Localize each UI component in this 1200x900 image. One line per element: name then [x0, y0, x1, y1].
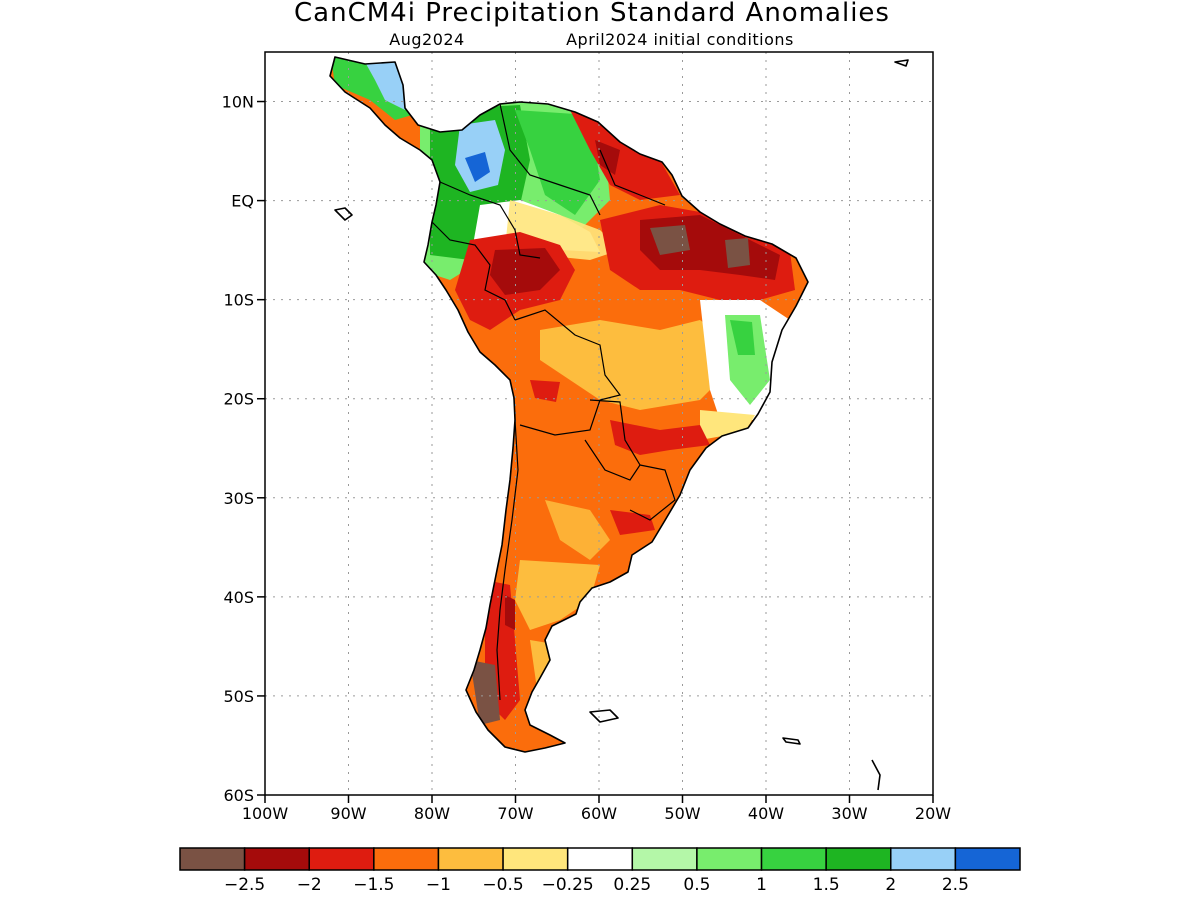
- lat-tick-label: 60S: [223, 786, 254, 805]
- longitude-axis: 100W 90W 80W 70W 60W 50W 40W 30W 20W: [242, 795, 951, 823]
- lon-tick-label: 40W: [748, 804, 784, 823]
- lat-tick-label: 50S: [223, 687, 254, 706]
- colorbar-swatch: [696, 847, 763, 871]
- shade-southern-chile-brown: [470, 660, 500, 725]
- colorbar-swatch: [954, 847, 1021, 871]
- lon-tick-label: 70W: [497, 804, 533, 823]
- lat-tick-label: 10N: [222, 93, 254, 112]
- colorbar-swatch: [373, 847, 440, 871]
- lat-tick-label: 10S: [223, 291, 254, 310]
- shade-venezuela-green: [515, 110, 600, 215]
- colorbar-swatch: [243, 847, 310, 871]
- subtitle-initial-conditions: April2024 initial conditions: [566, 30, 794, 49]
- colorbar-swatch: [631, 847, 698, 871]
- border-bolivia: [514, 309, 622, 436]
- border-uruguay-brazil: [629, 464, 676, 521]
- galapagos-islands: [334, 207, 353, 221]
- lat-tick-label: 30S: [223, 489, 254, 508]
- lat-tick-label: 20S: [223, 390, 254, 409]
- map-area: [265, 52, 933, 795]
- border-guianas: [599, 149, 666, 206]
- shade-southern-andes-darkred: [505, 595, 515, 630]
- colorbar-swatch: [437, 847, 504, 871]
- shade-amazon-brown-1: [650, 225, 690, 255]
- colorbar-label: 2.5: [942, 875, 969, 895]
- colorbar-label: 1: [756, 875, 767, 895]
- latitude-axis: 10N EQ 10S 20S 30S 40S 50S 60S: [222, 93, 265, 805]
- shade-argentina-lightorange: [545, 500, 610, 560]
- colorbar-swatch: [566, 847, 634, 871]
- colorbar: −2.5 −2 −1.5 −1 −0.5 −0.25 0.25 0.5 1 1.5 2 2.5: [179, 847, 1021, 895]
- border-colombia-south: [439, 181, 541, 259]
- south-georgia-island: [782, 737, 801, 745]
- shade-amazon-brown-2: [725, 238, 750, 268]
- shade-central-brazil-lightorange: [540, 320, 720, 410]
- colorbar-swatch: [502, 847, 569, 871]
- colorbar-swatch: [179, 847, 246, 871]
- subtitle-forecast-month: Aug2024: [389, 30, 464, 49]
- chart-title: CanCM4i Precipitation Standard Anomalies: [294, 0, 890, 28]
- south-america-coastline: [329, 56, 809, 753]
- colorbar-label: −1: [426, 875, 451, 895]
- colorbar-label: 0.25: [613, 875, 651, 895]
- shade-southeast-brazil-red: [610, 420, 710, 455]
- falkland-islands: [589, 709, 619, 723]
- colorbar-swatch: [760, 847, 827, 871]
- islands: [334, 59, 909, 791]
- lat-tick-label: 40S: [223, 588, 254, 607]
- lon-tick-label: 80W: [414, 804, 450, 823]
- colorbar-label: −2: [297, 875, 322, 895]
- colorbar-label: 1.5: [813, 875, 840, 895]
- lon-tick-label: 90W: [330, 804, 366, 823]
- colorbar-label: −0.25: [542, 875, 594, 895]
- colorbar-swatch: [890, 847, 957, 871]
- border-chile-argentina: [496, 419, 519, 701]
- shade-guianas-red: [570, 110, 680, 200]
- shade-guianas-darkred: [595, 140, 620, 175]
- border-ecuador-peru: [431, 221, 516, 321]
- shade-bolivia-red: [530, 380, 560, 402]
- shade-colombia-blue: [465, 152, 490, 182]
- colorbar-label: 0.5: [683, 875, 710, 895]
- lon-tick-label: 20W: [915, 804, 951, 823]
- shade-northeast-green: [730, 320, 755, 355]
- colorbar-label: −1.5: [353, 875, 394, 895]
- colorbar-label: −0.5: [482, 875, 523, 895]
- azores-islands: [894, 59, 909, 67]
- lon-tick-label: 60W: [581, 804, 617, 823]
- shade-patagonia-lightorange: [515, 560, 600, 630]
- lon-tick-label: 30W: [831, 804, 867, 823]
- south-sandwich-islands: [871, 759, 881, 791]
- lon-tick-label: 50W: [664, 804, 700, 823]
- border-colombia-venezuela: [499, 103, 601, 216]
- colorbar-label: 2: [885, 875, 896, 895]
- colorbar-swatch: [308, 847, 375, 871]
- colorbar-label: −2.5: [224, 875, 265, 895]
- lon-tick-label: 100W: [242, 804, 289, 823]
- lat-tick-label: EQ: [231, 192, 254, 211]
- country-borders: [431, 103, 676, 701]
- colorbar-swatch: [825, 847, 892, 871]
- shade-western-amazon-darkred: [490, 248, 560, 295]
- shade-central-america-lightblue: [365, 62, 405, 110]
